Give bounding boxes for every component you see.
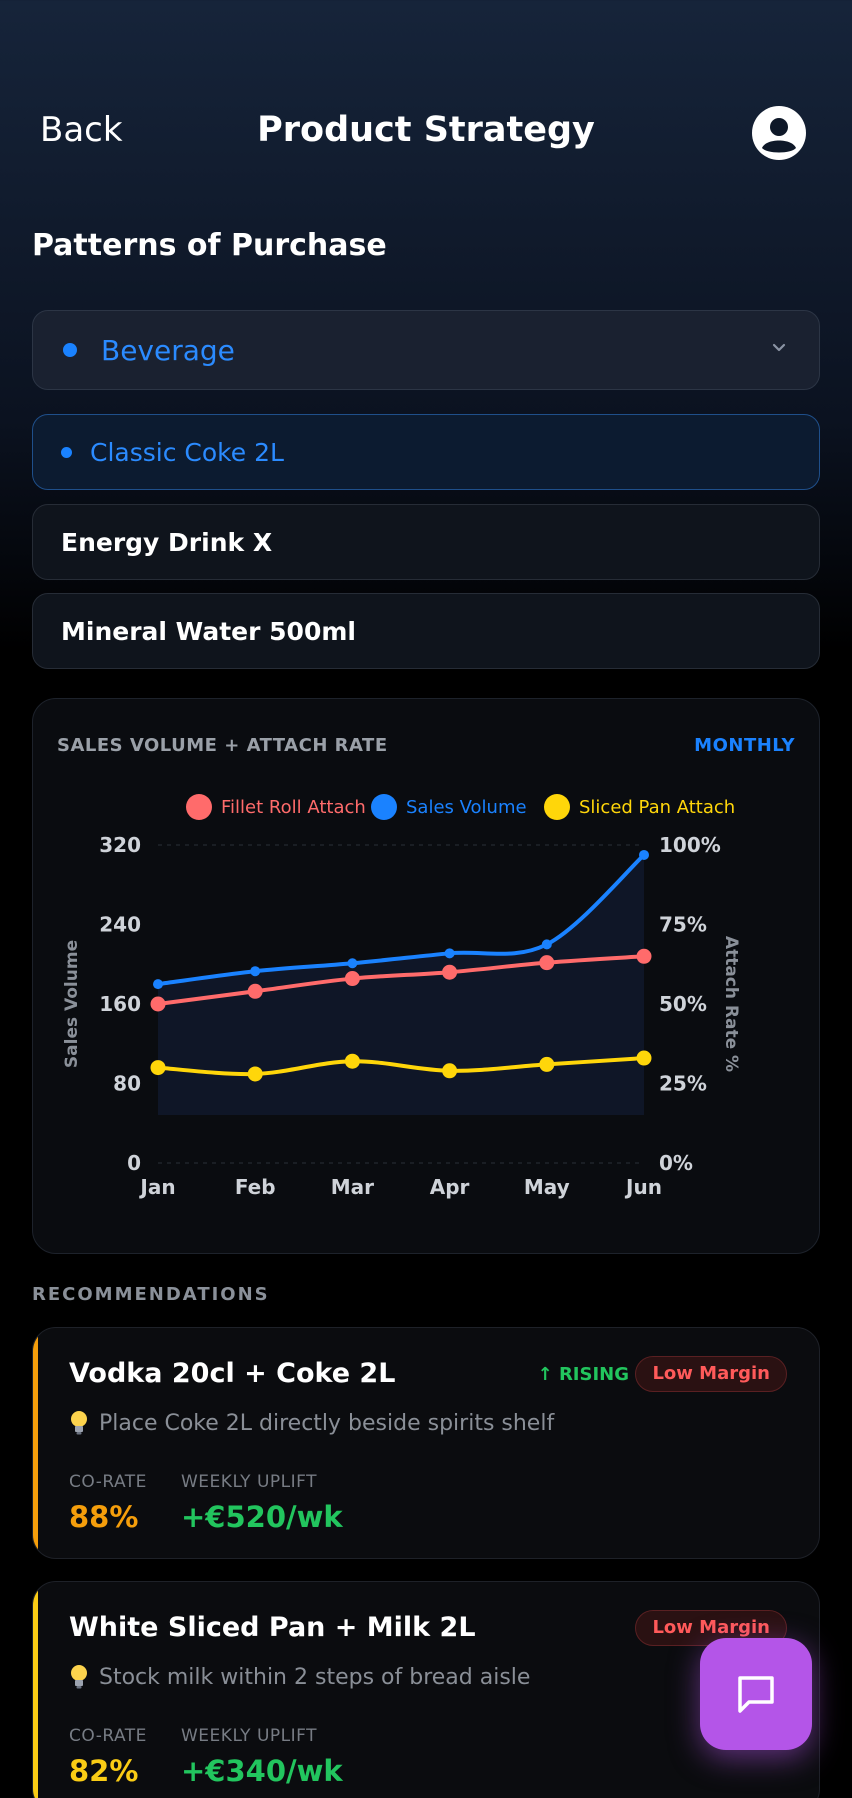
series-line xyxy=(156,1056,646,1077)
data-point xyxy=(150,996,166,1012)
chat-icon xyxy=(738,1676,774,1713)
left-axis-title: Sales Volume xyxy=(62,940,82,1068)
header: Back Product Strategy xyxy=(0,0,852,200)
recommendations-heading: RECOMMENDATIONS xyxy=(32,1284,270,1305)
product-label: Classic Coke 2L xyxy=(90,437,284,467)
chart-period-toggle[interactable]: MONTHLY xyxy=(694,735,795,756)
margin-badge: Low Margin xyxy=(635,1356,787,1392)
sales-volume-area xyxy=(158,854,644,1115)
data-point xyxy=(247,1066,263,1082)
x-tick-label: Jun xyxy=(624,1175,662,1199)
legend-marker xyxy=(544,794,570,820)
data-point xyxy=(247,983,263,999)
data-point xyxy=(250,966,261,977)
page-title: Product Strategy xyxy=(257,110,595,150)
chart-title: SALES VOLUME + ATTACH RATE xyxy=(57,735,388,756)
left-tick-label: 80 xyxy=(113,1072,141,1096)
uplift-value: +€520/wk xyxy=(181,1500,343,1534)
chevron-down-icon xyxy=(772,343,786,352)
recommendation-card[interactable]: Vodka 20cl + Coke 2L ↑ RISING Low Margin… xyxy=(32,1327,820,1559)
legend-label: Fillet Roll Attach xyxy=(221,797,366,818)
card-accent xyxy=(33,1328,38,1558)
section-title: Patterns of Purchase xyxy=(32,228,387,263)
left-tick-label: 0 xyxy=(127,1151,141,1175)
x-tick-label: Mar xyxy=(331,1175,374,1199)
data-point xyxy=(636,948,652,964)
right-axis-title: Attach Rate % xyxy=(721,936,741,1072)
right-tick-label: 50% xyxy=(659,992,707,1016)
product-item-energy-drink[interactable]: Energy Drink X xyxy=(32,504,820,580)
category-dot-icon xyxy=(63,343,77,357)
right-tick-label: 25% xyxy=(659,1072,707,1096)
data-point xyxy=(344,1053,360,1069)
co-rate-value: 88% xyxy=(69,1500,139,1534)
recommendation-tip: Place Coke 2L directly beside spirits sh… xyxy=(69,1410,554,1436)
recommendation-title: Vodka 20cl + Coke 2L xyxy=(69,1358,396,1389)
x-tick-label: Feb xyxy=(235,1175,276,1199)
product-item-mineral-water[interactable]: Mineral Water 500ml xyxy=(32,593,820,669)
trend-label: ↑ RISING xyxy=(537,1364,629,1385)
co-rate-value: 82% xyxy=(69,1754,139,1788)
recommendation-card[interactable]: White Sliced Pan + Milk 2L Low Margin St… xyxy=(32,1581,820,1798)
data-point xyxy=(444,948,455,959)
co-rate-label: CO-RATE xyxy=(69,1726,147,1746)
selected-dot-icon xyxy=(61,446,72,458)
sales-attach-chart: 0 80 160 240 320 0% 25% 50% 75% 100% Jan Feb Mar Apr M… xyxy=(62,794,741,1199)
chart-card: SALES VOLUME + ATTACH RATE MONTHLY 0 80 16… xyxy=(32,698,820,1254)
legend-marker xyxy=(186,794,212,820)
x-tick-label: Apr xyxy=(430,1175,470,1199)
product-label: Mineral Water 500ml xyxy=(61,616,356,646)
data-point xyxy=(639,849,649,860)
series-line xyxy=(156,852,646,987)
uplift-label: WEEKLY UPLIFT xyxy=(181,1726,317,1746)
x-tick-label: Jan xyxy=(138,1175,175,1199)
recommendation-tip: Stock milk within 2 steps of bread aisle xyxy=(69,1664,530,1690)
legend-marker xyxy=(371,794,397,820)
data-point xyxy=(442,1063,458,1079)
tip-text: Place Coke 2L directly beside spirits sh… xyxy=(99,1410,555,1436)
back-button[interactable]: Back xyxy=(40,110,123,150)
right-tick-label: 0% xyxy=(659,1151,693,1175)
right-tick-label: 100% xyxy=(659,833,721,857)
data-point xyxy=(539,955,555,971)
co-rate-label: CO-RATE xyxy=(69,1472,147,1492)
legend-label: Sales Volume xyxy=(406,797,527,818)
user-avatar-icon[interactable] xyxy=(751,105,807,161)
category-selected-label: Beverage xyxy=(101,333,235,367)
category-dropdown[interactable]: Beverage xyxy=(32,310,820,390)
series-line xyxy=(156,954,646,1006)
data-point xyxy=(539,1056,555,1072)
tip-text: Stock milk within 2 steps of bread aisle xyxy=(99,1664,531,1690)
data-point xyxy=(636,1050,652,1066)
uplift-value: +€340/wk xyxy=(181,1754,343,1788)
legend-label: Sliced Pan Attach xyxy=(579,797,735,818)
left-tick-label: 320 xyxy=(99,833,141,857)
uplift-label: WEEKLY UPLIFT xyxy=(181,1472,317,1492)
data-point xyxy=(442,964,458,980)
lightbulb-icon xyxy=(71,1665,87,1689)
data-point xyxy=(150,1060,166,1076)
recommendation-title: White Sliced Pan + Milk 2L xyxy=(69,1612,476,1643)
product-label: Energy Drink X xyxy=(61,527,273,557)
card-accent xyxy=(33,1582,38,1798)
x-tick-label: May xyxy=(524,1175,570,1199)
data-point xyxy=(153,979,163,990)
left-tick-label: 240 xyxy=(99,913,141,937)
product-item-classic-coke[interactable]: Classic Coke 2L xyxy=(32,414,820,490)
chat-button[interactable] xyxy=(700,1638,812,1750)
right-tick-label: 75% xyxy=(659,913,707,937)
lightbulb-icon xyxy=(71,1411,87,1435)
data-point xyxy=(347,958,358,969)
data-point xyxy=(344,971,360,987)
left-tick-label: 160 xyxy=(99,992,141,1016)
data-point xyxy=(541,939,552,950)
